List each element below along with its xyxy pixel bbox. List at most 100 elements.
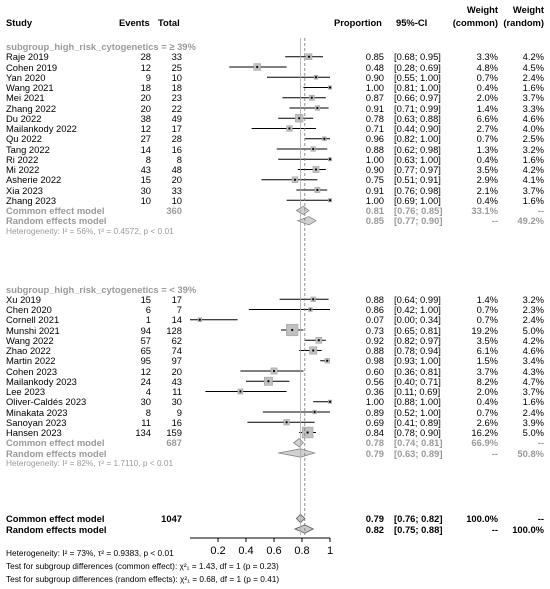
study-weight-random: 4.2% — [522, 334, 544, 346]
point-estimate — [316, 188, 319, 192]
study-proportion: 0.60 — [365, 365, 384, 377]
point-estimate — [293, 178, 297, 181]
point-estimate — [285, 421, 288, 424]
study-events: 12 — [140, 365, 151, 377]
point-estimate — [312, 349, 315, 352]
header-weight-random-1: Weight — [512, 4, 544, 15]
study-name: Cornell 2021 — [6, 314, 60, 326]
point-estimate — [326, 359, 329, 362]
subgroup-common-diamond — [292, 438, 304, 448]
study-name: Du 2022 — [6, 112, 42, 124]
point-estimate — [309, 308, 312, 311]
overall-random-ci: [0.75; 0.88] — [394, 523, 443, 535]
study-total: 43 — [171, 375, 182, 387]
study-name: Lee 2023 — [6, 386, 46, 397]
study-weight-random: 3.4% — [522, 355, 544, 367]
point-estimate — [239, 390, 242, 393]
study-weight-common: 2.0% — [476, 92, 498, 104]
study-weight-random: 4.5% — [522, 61, 544, 73]
study-weight-common: 2.1% — [476, 184, 498, 196]
study-weight-random: 1.6% — [522, 396, 544, 408]
study-total: 11 — [172, 386, 182, 397]
study-weight-random: 4.2% — [522, 51, 544, 63]
point-estimate — [291, 328, 294, 332]
point-estimate — [307, 55, 311, 58]
study-events: 20 — [140, 92, 151, 104]
header-study: Study — [6, 17, 33, 28]
point-estimate — [314, 168, 318, 171]
x-tick-label: 1 — [327, 545, 333, 557]
study-proportion: 1.00 — [365, 194, 384, 206]
study-proportion: 0.07 — [365, 314, 384, 326]
study-ci: [0.82; 0.97] — [394, 334, 441, 346]
study-proportion: 0.91 — [365, 184, 384, 196]
study-ci: [0.63; 1.00] — [394, 153, 441, 165]
study-proportion: 0.87 — [365, 92, 384, 104]
study-weight-common: 0.7% — [476, 133, 498, 145]
overall-random-label: Random effects model — [6, 523, 107, 535]
subgroup-common-total: 360 — [166, 205, 182, 216]
study-events: 27 — [140, 133, 151, 145]
study-weight-random: 3.7% — [522, 386, 544, 397]
study-ci: [0.81; 1.00] — [394, 82, 441, 93]
subgroup-random-proportion: 0.85 — [365, 215, 384, 227]
point-estimate — [316, 106, 319, 110]
study-events: 15 — [140, 174, 151, 186]
subgroup-common-weight-random: -- — [537, 437, 544, 449]
study-weight-common: 1.4% — [476, 293, 498, 305]
overall-random-weight-common: -- — [491, 523, 498, 535]
study-ci: [0.41; 0.89] — [394, 416, 441, 428]
study-ci: [0.77; 0.97] — [394, 164, 441, 175]
study-weight-common: 2.9% — [476, 174, 498, 186]
study-weight-random: 1.6% — [522, 153, 544, 165]
overall-common-proportion: 0.79 — [365, 513, 384, 524]
study-total: 14 — [171, 314, 182, 326]
study-ci: [0.51; 0.91] — [394, 174, 441, 186]
study-ci: [0.88; 1.00] — [394, 396, 441, 408]
overall-random-weight-random: 100.0% — [512, 523, 544, 535]
study-weight-random: 4.1% — [522, 174, 544, 186]
study-name: Cohen 2023 — [6, 365, 58, 377]
study-events: 43 — [140, 164, 151, 175]
study-proportion: 0.86 — [365, 304, 384, 315]
study-total: 30 — [171, 396, 182, 408]
study-weight-random: 4.6% — [522, 112, 544, 124]
study-events: 12 — [140, 61, 151, 73]
study-total: 128 — [166, 324, 182, 336]
study-total: 16 — [171, 143, 182, 155]
study-events: 30 — [140, 184, 151, 196]
subgroup-common-diamond — [295, 205, 310, 216]
point-estimate — [328, 400, 332, 403]
study-total: 7 — [176, 304, 182, 315]
subgroup-random-diamond — [296, 216, 317, 226]
footer-test-common: Test for subgroup differences (common ef… — [6, 561, 279, 571]
study-weight-random: 1.6% — [522, 82, 544, 93]
point-estimate — [272, 369, 276, 373]
study-ci: [0.62; 0.98] — [394, 143, 441, 155]
study-total: 23 — [171, 92, 182, 104]
study-total: 97 — [171, 355, 182, 367]
study-events: 8 — [145, 153, 151, 165]
study-name: Munshi 2021 — [6, 324, 60, 336]
subgroup-random-diamond — [278, 448, 316, 458]
study-proportion: 0.84 — [365, 427, 384, 438]
study-name: Xia 2023 — [6, 184, 44, 196]
study-ci: [0.28; 0.69] — [394, 61, 441, 73]
x-tick-label: 0.8 — [294, 545, 309, 557]
study-total: 20 — [171, 174, 182, 186]
study-weight-common: 0.7% — [476, 304, 498, 315]
study-events: 18 — [140, 82, 151, 93]
subgroup-random-label: Random effects model — [6, 215, 107, 227]
subgroup-random-ci: [0.63; 0.89] — [394, 447, 443, 459]
study-events: 20 — [140, 102, 151, 114]
overall-common-weight-random: -- — [537, 513, 544, 524]
header-weight-common-2: (common) — [452, 17, 498, 28]
study-ci: [0.36; 0.81] — [394, 365, 441, 377]
study-total: 10 — [171, 71, 182, 83]
subgroup-common-weight-common: 66.9% — [471, 437, 498, 449]
subgroup-common-weight-random: -- — [537, 205, 544, 216]
overall-common-ci: [0.76; 0.82] — [394, 513, 443, 524]
study-weight-random: 3.2% — [522, 293, 544, 305]
study-ci: [0.55; 1.00] — [394, 71, 441, 83]
study-events: 28 — [140, 51, 151, 63]
